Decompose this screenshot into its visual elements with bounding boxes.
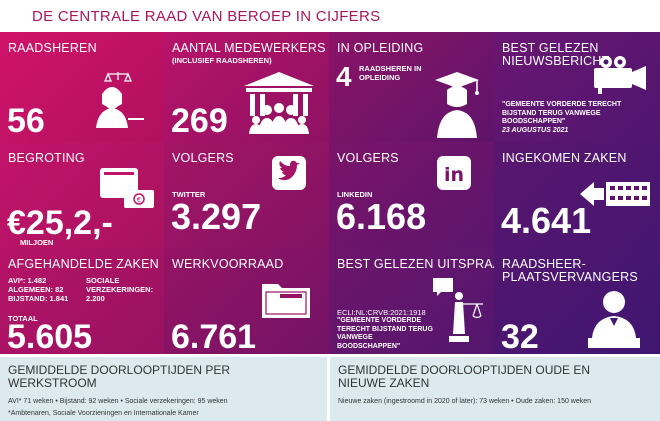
tile-value: 6.761 <box>171 318 257 354</box>
bottom-heading-line2: NIEUWE ZAKEN <box>338 376 430 390</box>
stat-sociale: SOCIALE VERZEKERINGEN: 2.200 <box>86 276 158 303</box>
tile-value: 269 <box>171 102 228 140</box>
tile-begroting: BEGROTING € €25,2,- MILJOEN <box>0 142 164 248</box>
svg-text:€: € <box>137 196 141 204</box>
tile-sub: MILJOEN <box>20 238 54 247</box>
bottom-line: Nieuwe zaken (ingestroomd in 2020 of lat… <box>338 398 592 405</box>
page-title: DE CENTRALE RAAD VAN BEROEP IN CIJFERS <box>32 8 381 25</box>
tile-label: VOLGERS <box>337 151 399 165</box>
tile-sub: TWITTER <box>172 190 206 199</box>
tile-label-line2: PLAATSVERVANGERS <box>502 270 638 284</box>
uitspraak-quote: "GEMEENTE VORDERDE TERECHT BIJSTAND TERU… <box>337 317 433 350</box>
graduate-icon <box>435 72 479 138</box>
tile-linkedin: VOLGERS in LINKEDIN 6.168 <box>329 142 494 248</box>
linkedin-icon: in <box>437 156 471 190</box>
folder-icon <box>262 284 310 318</box>
tile-label: WERKVOORRAAD <box>172 257 284 271</box>
tile-afgehandeld: AFGEHANDELDE ZAKEN AVI*: 1.482 ALGEMEEN:… <box>0 248 164 354</box>
bottom-footnote: *Ambtenaren, Sociale Voorzieningen en In… <box>8 410 199 417</box>
tile-label: BEGROTING <box>8 151 85 165</box>
tile-sub: LINKEDIN <box>337 190 373 199</box>
tile-opleiding: IN OPLEIDING 4 RAADSHEREN IN OPLEIDING <box>329 32 494 142</box>
tile-label: BEST GELEZEN UITSPRAAK <box>337 257 494 271</box>
bottom-panel-oude-nieuwe: GEMIDDELDE DOORLOOPTIJDEN OUDE EN NIEUWE… <box>330 357 660 421</box>
tile-label: RAADSHEREN <box>8 41 97 55</box>
tile-label: AFGEHANDELDE ZAKEN <box>8 257 159 271</box>
tile-value: 56 <box>7 102 45 140</box>
twitter-icon <box>272 156 306 190</box>
bottom-line: AVI* 71 weken • Bijstand: 92 weken • Soc… <box>8 398 228 405</box>
video-camera-icon <box>594 56 646 94</box>
judge-male-icon <box>588 291 640 348</box>
tile-raadsheren: RAADSHEREN 56 <box>0 32 164 142</box>
tile-plaatsvervangers: RAADSHEER- PLAATSVERVANGERS 32 <box>494 248 660 354</box>
bottom-heading-line1: GEMIDDELDE DOORLOOPTIJDEN OUDE EN <box>338 363 591 377</box>
stat-bijstand-key: BIJSTAND: <box>8 294 48 303</box>
tile-value: 32 <box>501 318 539 354</box>
stat-avi: AVI*: 1.482 <box>8 276 46 285</box>
tile-label: RAADSHEER- PLAATSVERVANGERS <box>502 258 638 284</box>
tile-value: 5.605 <box>7 318 93 354</box>
stat-algemeen-value: 82 <box>55 285 64 294</box>
tile-value: 4.641 <box>501 200 592 241</box>
bottom-heading: GEMIDDELDE DOORLOOPTIJDEN OUDE EN NIEUWE… <box>338 364 590 390</box>
justice-icon <box>433 278 483 342</box>
tile-label: INGEKOMEN ZAKEN <box>502 151 627 165</box>
total-label: TOTAAL <box>8 314 38 323</box>
tile-sub: RAADSHEREN IN OPLEIDING <box>359 64 422 82</box>
stat-bijstand: BIJSTAND: 1.841 <box>8 294 68 303</box>
tile-twitter: VOLGERS TWITTER 3.297 <box>164 142 329 248</box>
tile-value: 4 <box>336 61 352 92</box>
court-building-icon <box>244 72 314 134</box>
news-quote: "GEMEENTE VORDERDE TERECHT BIJSTAND TERU… <box>502 101 642 135</box>
tile-label: BEST GELEZEN NIEUWSBERICHT <box>502 41 610 68</box>
tile-value: 6.168 <box>336 196 427 237</box>
bottom-heading-line1: GEMIDDELDE DOORLOOPTIJDEN PER <box>8 363 231 377</box>
tile-value: €25,2,- <box>7 204 113 242</box>
incoming-cases-icon <box>580 182 650 206</box>
stat-algemeen-key: ALGEMEEN: <box>8 285 53 294</box>
linkedin-icon-text: in <box>444 164 464 186</box>
tile-medewerkers: AANTAL MEDEWERKERS (INCLUSIEF RAADSHEREN… <box>164 32 329 142</box>
tile-ingekomen: INGEKOMEN ZAKEN 4.641 <box>494 142 660 248</box>
tile-nieuws: BEST GELEZEN NIEUWSBERICHT "GEMEENTE VOR… <box>494 32 660 142</box>
stat-sociale-value: 2.200 <box>86 294 105 303</box>
stat-sociale-key: SOCIALE VERZEKERINGEN: <box>86 276 154 294</box>
tile-uitspraak: BEST GELEZEN UITSPRAAK ECLI:NL:CRVB:2021… <box>329 248 494 354</box>
tile-werkvoorraad: WERKVOORRAAD 6.761 <box>164 248 329 354</box>
tile-value: 3.297 <box>171 196 262 237</box>
bottom-panel-werkstroom: GEMIDDELDE DOORLOOPTIJDEN PER WERKSTROOM… <box>0 357 327 421</box>
tile-label: AANTAL MEDEWERKERS <box>172 41 326 55</box>
stat-avi-value: 1.482 <box>27 276 47 285</box>
judge-icon <box>96 72 144 128</box>
wallet-icon: € <box>100 168 154 208</box>
news-quote-text: "GEMEENTE VORDERDE TERECHT BIJSTAND TERU… <box>502 101 622 125</box>
tile-label-line1: RAADSHEER- <box>502 257 586 271</box>
ecli-text: ECLI:NL:CRVB:2021:1918 <box>337 308 426 317</box>
tile-sub: (INCLUSIEF RAADSHEREN) <box>172 56 272 65</box>
tile-label: IN OPLEIDING <box>337 41 424 55</box>
bottom-heading-line2: WERKSTROOM <box>8 376 97 390</box>
news-date: 23 AUGUSTUS 2021 <box>502 126 569 134</box>
stat-avi-key: AVI*: <box>8 276 26 285</box>
stat-algemeen: ALGEMEEN: 82 <box>8 285 63 294</box>
bottom-heading: GEMIDDELDE DOORLOOPTIJDEN PER WERKSTROOM <box>8 364 230 390</box>
stats-grid: RAADSHEREN 56 AANTAL MEDEWERKERS (INCLUS… <box>0 32 660 354</box>
stat-bijstand-value: 1.841 <box>49 294 69 303</box>
tile-label: VOLGERS <box>172 151 234 165</box>
